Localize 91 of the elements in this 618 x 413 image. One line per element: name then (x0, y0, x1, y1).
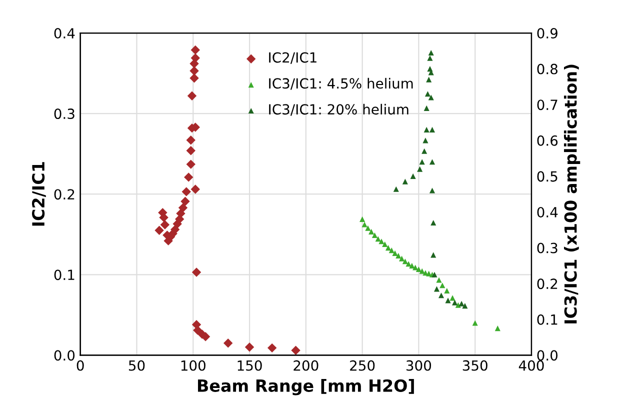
point (429, 159, 436, 165)
y2-tick-label: 0.3 (537, 242, 558, 254)
point (452, 300, 458, 306)
y-tick-label: 0.3 (54, 108, 74, 120)
point (429, 126, 436, 132)
y2-tick-label: 0.5 (537, 171, 558, 182)
y2-tick-label: 0.2 (537, 278, 558, 290)
point (186, 146, 196, 156)
point (368, 228, 374, 234)
y2-tick-label: 0.6 (537, 135, 558, 146)
x-tick-label: 400 (518, 360, 544, 371)
legend-label: IC3/IC1: 20% helium (269, 104, 408, 116)
point (419, 268, 425, 274)
x-tick-label: 200 (294, 360, 318, 371)
x-tick-label: 150 (238, 360, 262, 371)
point (436, 277, 442, 283)
point (427, 55, 433, 61)
point (417, 166, 423, 172)
legend-label: IC2/IC1 (269, 52, 316, 64)
point (190, 74, 199, 83)
x-tick-label: 50 (128, 360, 145, 371)
point (458, 300, 464, 306)
point (180, 196, 190, 206)
point (186, 136, 196, 145)
point (365, 225, 371, 231)
point (445, 298, 451, 304)
point (424, 91, 430, 97)
x-tick-label: 100 (181, 360, 206, 371)
point (462, 303, 468, 309)
y2-tick-label: 0.7 (537, 100, 558, 110)
point (186, 160, 196, 169)
point (182, 187, 191, 196)
point (424, 105, 430, 111)
point (190, 45, 200, 55)
point (422, 138, 428, 144)
point (244, 342, 254, 352)
y2-axis-title: IC3/IC1 (x100 amplification) (564, 64, 580, 324)
point (410, 173, 416, 179)
point (160, 220, 170, 230)
point (406, 261, 412, 267)
point (223, 338, 233, 348)
point (438, 292, 444, 298)
point (444, 288, 450, 294)
point (267, 343, 277, 353)
point (378, 238, 384, 244)
point (424, 126, 430, 132)
point (192, 268, 202, 277)
legend-label: IC3/IC1: 4.5% helium (269, 78, 413, 90)
point (187, 91, 197, 100)
point (375, 236, 381, 242)
point (426, 76, 432, 82)
point (190, 184, 200, 194)
y2-tick-label: 0.0 (537, 350, 558, 361)
y2-tick-label: 0.4 (537, 206, 558, 218)
point (422, 148, 428, 154)
y-tick-label: 0.0 (54, 350, 75, 361)
point (450, 295, 456, 301)
point (428, 50, 434, 56)
point (429, 188, 436, 194)
x-tick-label: 250 (350, 360, 375, 371)
point (416, 266, 422, 272)
point (190, 53, 200, 63)
point (154, 226, 164, 235)
point (178, 203, 188, 212)
point (399, 256, 405, 262)
y2-tick-label: 0.9 (537, 28, 558, 39)
point (193, 326, 202, 335)
point (434, 286, 440, 292)
point (170, 224, 180, 234)
point (392, 250, 398, 256)
point (430, 220, 436, 226)
point (184, 172, 194, 182)
y-tick-label: 0.2 (54, 189, 74, 200)
y2-tick-label: 0.1 (537, 314, 558, 325)
y-axis-title: IC2/IC1 (32, 162, 46, 226)
point (432, 272, 438, 278)
x-tick-label: 0 (76, 360, 84, 371)
point (382, 241, 388, 247)
y-tick-label: 0.4 (54, 28, 75, 39)
point (372, 232, 378, 238)
point (402, 178, 408, 184)
x-axis-title: Beam Range [mm H2O] (198, 379, 414, 396)
x-tick-label: 300 (406, 360, 432, 371)
y-tick-label: 0.1 (54, 270, 74, 280)
x-tick-label: 350 (462, 360, 488, 371)
point (360, 216, 366, 222)
point (291, 346, 300, 355)
point (393, 186, 399, 192)
y2-tick-label: 0.8 (537, 64, 558, 74)
point (362, 222, 368, 228)
point (396, 252, 402, 258)
